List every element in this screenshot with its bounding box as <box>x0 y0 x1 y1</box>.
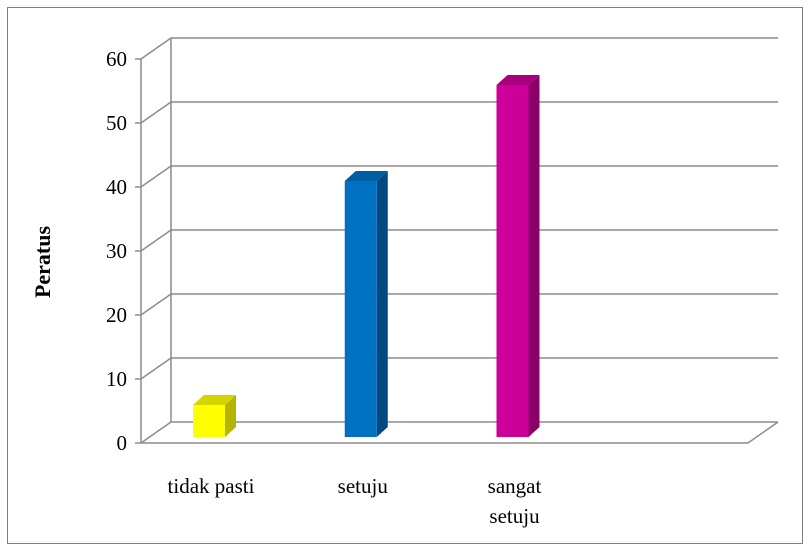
bar-top <box>496 75 540 85</box>
bar-top <box>344 171 388 181</box>
y-tick-label: 50 <box>106 111 127 135</box>
bar-front <box>496 85 529 437</box>
gridline-wall-edge <box>140 229 172 252</box>
bar-1 <box>193 395 236 437</box>
y-tick-label: 0 <box>117 431 128 455</box>
gridline-wall-edge <box>140 37 172 60</box>
gridline-wall-edge <box>140 101 172 124</box>
bar-side <box>528 75 540 437</box>
y-axis-label: Peratus <box>30 226 55 299</box>
bar-2 <box>344 171 388 437</box>
category-label: tidak pasti <box>168 474 255 498</box>
y-tick-label: 10 <box>106 367 127 391</box>
bars <box>193 75 540 437</box>
floor-right-edge <box>747 421 779 444</box>
bar-3 <box>496 75 540 437</box>
category-label: setuju <box>489 504 540 528</box>
y-tick-label: 20 <box>106 303 127 327</box>
bar-side <box>225 395 236 437</box>
bar-top <box>193 395 236 405</box>
y-tick-label: 60 <box>106 47 127 71</box>
y-tick-label: 30 <box>106 239 127 263</box>
bar-side <box>376 171 388 437</box>
gridline-wall-edge <box>140 165 172 188</box>
y-tick-label: 40 <box>106 175 127 199</box>
chart-frame <box>7 7 803 544</box>
gridlines <box>140 37 778 444</box>
category-label: sangat <box>488 474 542 498</box>
category-labels: tidak pasti setuju sangat setuju <box>168 474 542 528</box>
gridline-wall-edge <box>140 421 172 444</box>
y-tick-labels: 0 10 20 30 40 50 60 <box>106 47 127 455</box>
category-label: setuju <box>338 474 389 498</box>
y-axis <box>135 38 779 444</box>
bar-front <box>344 181 377 437</box>
bar-front <box>193 405 225 437</box>
gridline-wall-edge <box>140 357 172 380</box>
gridline-wall-edge <box>140 293 172 316</box>
